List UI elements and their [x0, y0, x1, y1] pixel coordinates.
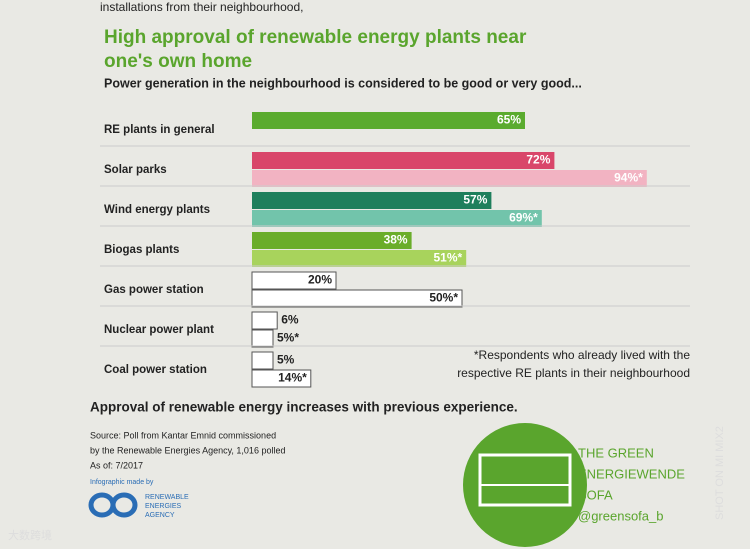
chart-subtitle: Power generation in the neighbourhood is… — [104, 76, 582, 90]
bar — [251, 351, 274, 370]
value-label: 14%* — [278, 371, 307, 385]
chart-title-line2: one's own home — [104, 51, 252, 72]
bar — [252, 192, 492, 209]
value-label: 65% — [497, 113, 521, 127]
agency-name: ENERGIES — [145, 503, 182, 510]
bar — [252, 250, 467, 267]
category-label: Gas power station — [104, 284, 204, 296]
value-label: 94%* — [614, 171, 643, 185]
watermark: SHOT ON MI MIX2 — [714, 426, 726, 520]
bar — [252, 170, 647, 187]
category-label: Solar parks — [104, 164, 167, 176]
value-label: 5%* — [277, 331, 299, 345]
bar — [251, 369, 312, 388]
value-label: 50%* — [429, 291, 458, 305]
bar — [251, 311, 278, 330]
value-label: 20% — [308, 273, 332, 287]
bar — [252, 112, 525, 129]
value-label: 6% — [281, 313, 299, 327]
category-label: RE plants in general — [104, 124, 215, 136]
sofa-text: ENERGIEWENDE — [578, 466, 685, 481]
credit: Infographic made by — [90, 479, 154, 486]
source: Source: Poll from Kantar Emnid commissio… — [90, 430, 276, 440]
value-label: 38% — [384, 233, 408, 247]
sofa-text: @greensofa_b — [578, 508, 663, 523]
bar — [251, 271, 337, 290]
agency-name: AGENCY — [145, 512, 175, 519]
category-label: Wind energy plants — [104, 204, 210, 216]
watermark: 大数跨境 — [8, 528, 52, 542]
value-label: 57% — [463, 193, 487, 207]
footnote: respective RE plants in their neighbourh… — [457, 366, 690, 380]
bar — [251, 329, 274, 348]
footnote: *Respondents who already lived with the — [474, 348, 690, 362]
sofa-text: THE GREEN — [578, 445, 654, 460]
source: by the Renewable Energies Agency, 1,016 … — [90, 445, 285, 455]
category-label: Biogas plants — [104, 244, 179, 256]
header-fragment: installations from their neighbourhood, — [100, 0, 303, 14]
category-label: Nuclear power plant — [104, 324, 214, 336]
value-label: 51%* — [434, 251, 463, 265]
value-label: 69%* — [509, 211, 538, 225]
conclusion: Approval of renewable energy increases w… — [90, 400, 518, 415]
source: As of: 7/2017 — [90, 460, 143, 470]
category-label: Coal power station — [104, 364, 207, 376]
value-label: 5% — [277, 353, 295, 367]
sofa-logo — [463, 423, 587, 547]
bar — [252, 210, 542, 227]
bar — [252, 152, 555, 169]
agency-name: RENEWABLE — [145, 494, 189, 501]
value-label: 72% — [526, 153, 550, 167]
chart-title: High approval of renewable energy plants… — [104, 27, 527, 48]
sofa-text: SOFA — [578, 487, 613, 502]
bar — [251, 289, 463, 308]
bar — [252, 232, 412, 249]
agency-logo — [88, 492, 138, 518]
